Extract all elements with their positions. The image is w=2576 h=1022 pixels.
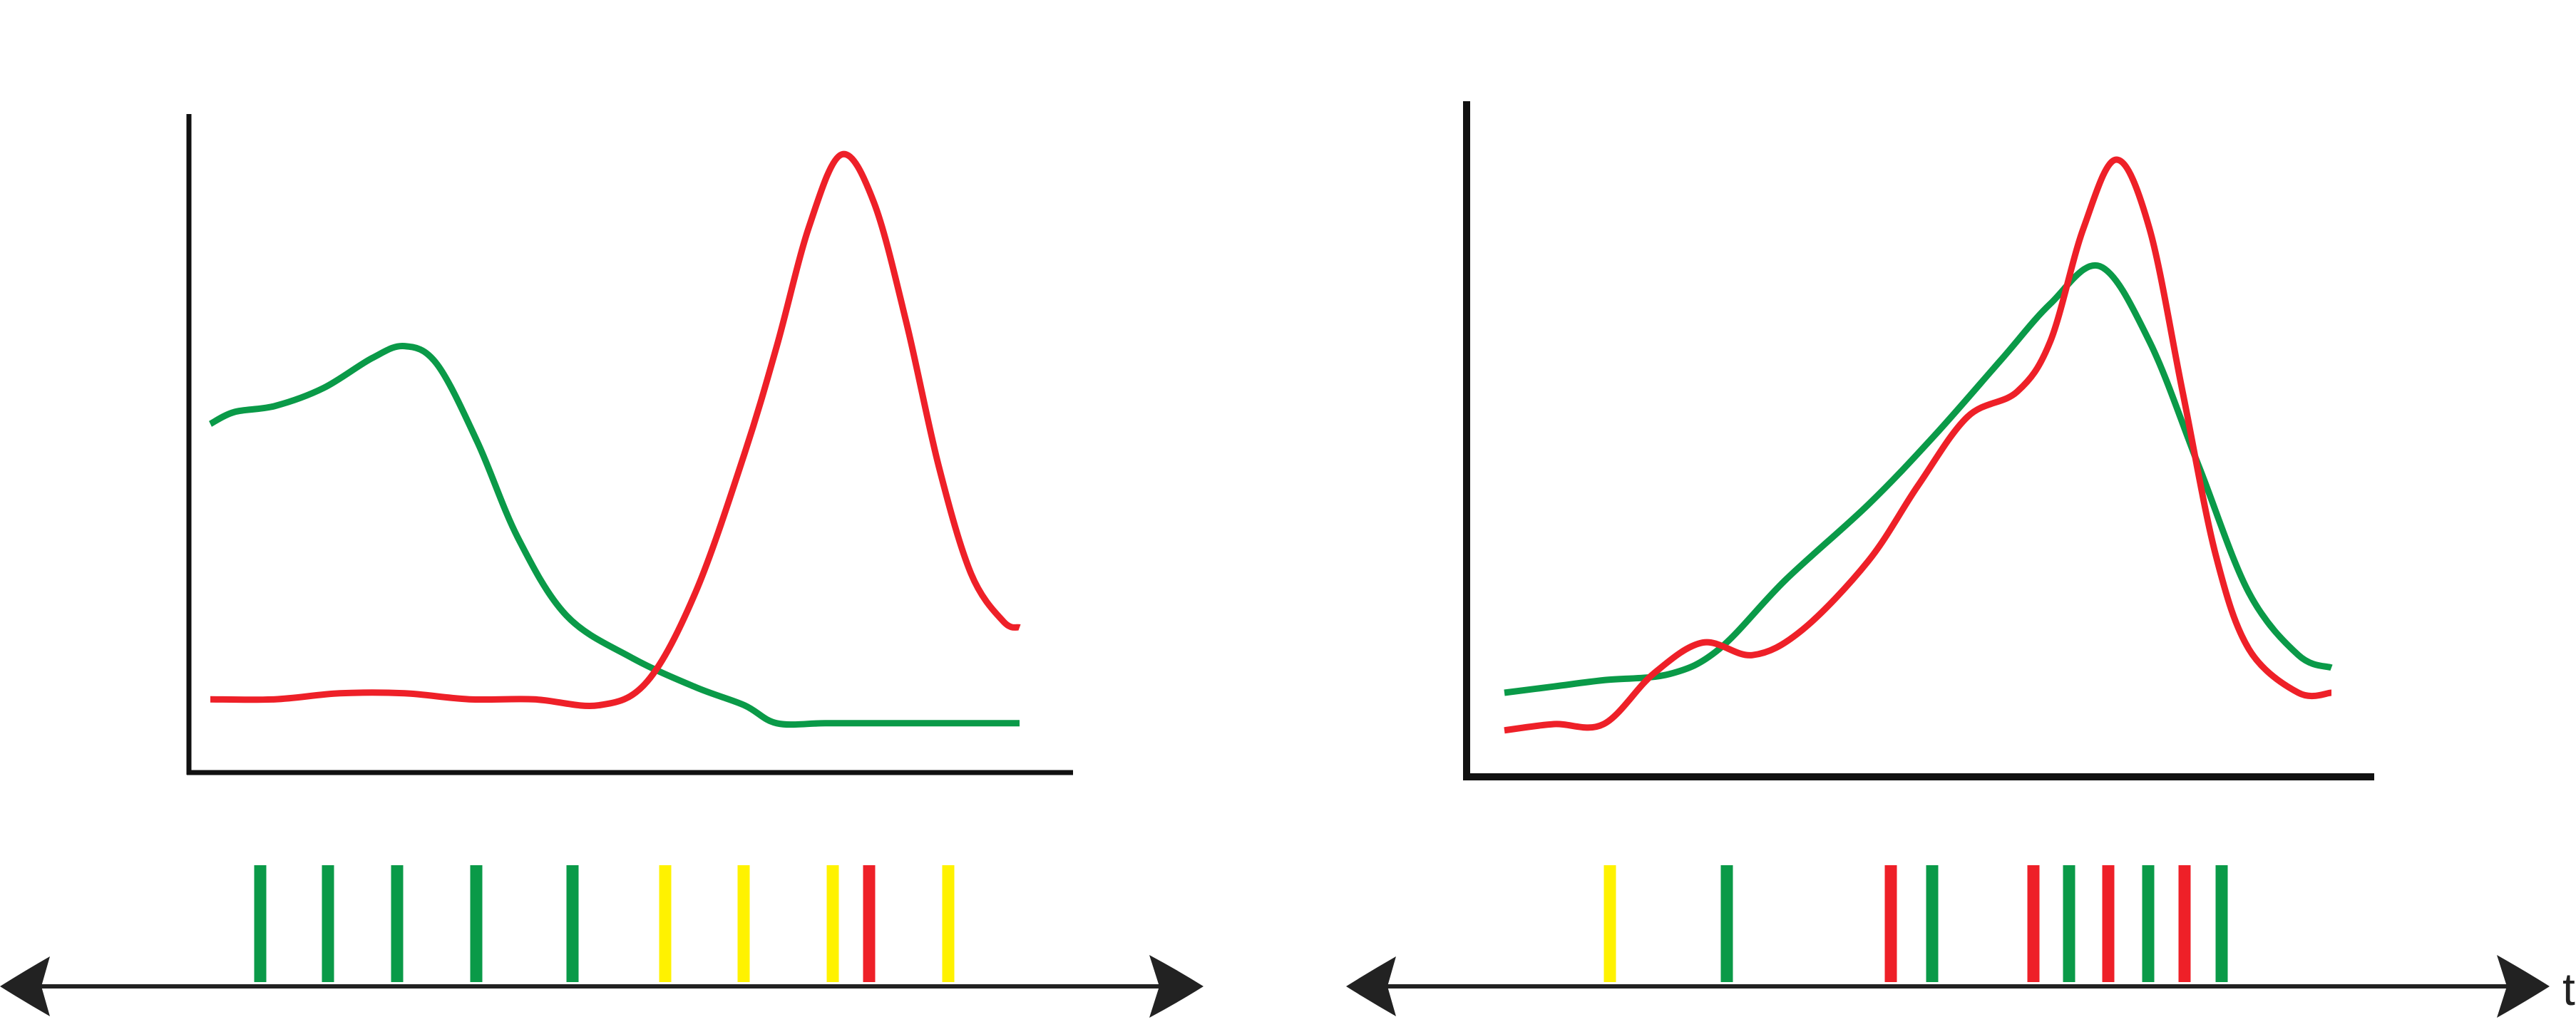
right-panel [1463, 101, 2374, 780]
left-timeline [0, 865, 1204, 1018]
right-event-marks [1603, 865, 2228, 982]
right-curves [1504, 156, 2333, 734]
left-green-curve [208, 343, 1020, 728]
left-arrow-right-icon [1149, 955, 1204, 1018]
right-arrow-left-icon [1346, 956, 1396, 1016]
right-timeline: t [1346, 865, 2575, 1018]
right-red-curve [1504, 156, 2332, 734]
left-red-curve [210, 150, 1021, 709]
left-panel [186, 114, 1073, 775]
left-event-marks [254, 865, 955, 982]
right-green-curve [1504, 262, 2333, 696]
right-arrow-right-icon [2497, 955, 2550, 1018]
left-curves [208, 150, 1021, 728]
left-arrow-left-icon [0, 956, 50, 1016]
time-axis-label: t [2562, 964, 2575, 1015]
